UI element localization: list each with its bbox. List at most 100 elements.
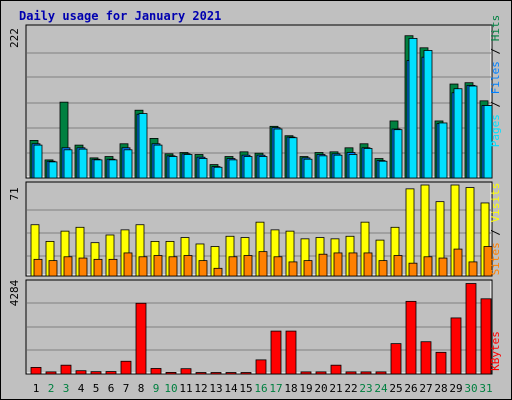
sites-bar <box>438 257 448 277</box>
x-tick-label: 16 <box>254 382 267 395</box>
sites-bar <box>408 262 418 277</box>
sites-bar <box>288 261 298 277</box>
legend-files: Files <box>489 61 502 94</box>
x-tick-label: 22 <box>344 382 357 395</box>
sites-bar <box>393 255 403 277</box>
pages-bar <box>333 154 343 179</box>
x-tick-label: 11 <box>179 382 192 395</box>
legend-visits: Visits <box>489 183 502 223</box>
sites-bar <box>318 253 328 277</box>
sites-bar <box>378 260 388 277</box>
x-tick-label: 18 <box>284 382 297 395</box>
sites-bar <box>63 256 73 277</box>
sites-bar <box>453 248 463 277</box>
x-tick-label: 4 <box>78 382 85 395</box>
panel-2-legend: Sites / Visits <box>489 183 502 276</box>
sites-bar <box>363 252 373 277</box>
pages-bar <box>258 156 268 179</box>
pages-bar <box>48 161 58 179</box>
kbytes-bar <box>45 371 57 375</box>
kbytes-bar <box>165 372 177 375</box>
x-tick-label: 7 <box>123 382 130 395</box>
x-tick-label: 3 <box>63 382 70 395</box>
kbytes-bar <box>210 372 222 375</box>
legend-sites: Sites <box>489 242 502 275</box>
kbytes-bar <box>255 359 267 375</box>
x-tick-label: 2 <box>48 382 55 395</box>
kbytes-bar <box>480 298 492 375</box>
kbytes-bar <box>225 372 237 375</box>
sites-bar <box>423 256 433 277</box>
legend-separator: / <box>489 41 502 61</box>
x-tick-label: 31 <box>479 382 492 395</box>
pages-bar <box>108 159 118 179</box>
sites-bar <box>183 255 193 277</box>
x-tick-label: 8 <box>138 382 145 395</box>
x-tick-label: 24 <box>374 382 388 395</box>
x-tick-label: 26 <box>404 382 417 395</box>
sites-bar <box>228 256 238 277</box>
panel-1-legend: Pages / Files / Hits <box>489 15 502 148</box>
x-tick-label: 17 <box>269 382 282 395</box>
pages-bar <box>63 149 73 179</box>
x-tick-label: 20 <box>314 382 327 395</box>
sites-bar <box>483 246 493 277</box>
pages-bar <box>138 113 148 179</box>
kbytes-bar <box>195 372 207 375</box>
sites-bar <box>93 258 103 277</box>
pages-bar <box>318 155 328 179</box>
kbytes-bar <box>435 351 447 375</box>
kbytes-bar <box>405 300 417 375</box>
pages-bar <box>483 105 493 179</box>
sites-bar <box>333 252 343 277</box>
legend-kbytes: KBytes <box>489 331 502 371</box>
pages-bar <box>93 159 103 179</box>
pages-bar <box>228 159 238 179</box>
pages-bar <box>288 137 298 179</box>
panel-3-ymax-label: 4284 <box>8 279 21 306</box>
sites-bar <box>108 258 118 277</box>
kbytes-bar <box>150 368 162 375</box>
sites-bar <box>198 260 208 277</box>
kbytes-bar <box>240 372 252 375</box>
sites-bar <box>273 256 283 277</box>
pages-bar <box>408 37 418 179</box>
kbytes-bar <box>450 317 462 375</box>
x-tick-label: 23 <box>359 382 372 395</box>
pages-bar <box>78 148 88 179</box>
sites-bar <box>243 255 253 277</box>
kbytes-bar <box>60 364 72 375</box>
kbytes-bar <box>315 371 327 375</box>
pages-bar <box>393 129 403 179</box>
x-tick-label: 28 <box>434 382 447 395</box>
pages-bar <box>183 154 193 179</box>
kbytes-bar <box>135 302 147 375</box>
kbytes-bar <box>270 330 282 375</box>
x-tick-label: 30 <box>464 382 477 395</box>
x-tick-label: 1 <box>33 382 40 395</box>
pages-bar <box>168 156 178 179</box>
kbytes-bar <box>360 371 372 375</box>
kbytes-bar <box>465 283 477 375</box>
kbytes-bar <box>30 367 42 375</box>
legend-separator: / <box>489 222 502 242</box>
x-tick-label: 12 <box>194 382 207 395</box>
pages-bar <box>438 122 448 179</box>
pages-bar <box>378 160 388 179</box>
kbytes-bar <box>105 371 117 375</box>
legend-hits: Hits <box>489 15 502 42</box>
sites-bar <box>78 257 88 277</box>
pages-bar <box>453 88 463 179</box>
kbytes-bar <box>285 330 297 375</box>
kbytes-bar <box>90 371 102 375</box>
sites-bar <box>168 256 178 277</box>
sites-bar <box>48 260 58 277</box>
x-tick-label: 27 <box>419 382 432 395</box>
pages-bar <box>153 144 163 179</box>
x-tick-label: 15 <box>239 382 252 395</box>
x-tick-label: 21 <box>329 382 342 395</box>
pages-bar <box>423 50 433 179</box>
kbytes-bar <box>120 360 132 375</box>
